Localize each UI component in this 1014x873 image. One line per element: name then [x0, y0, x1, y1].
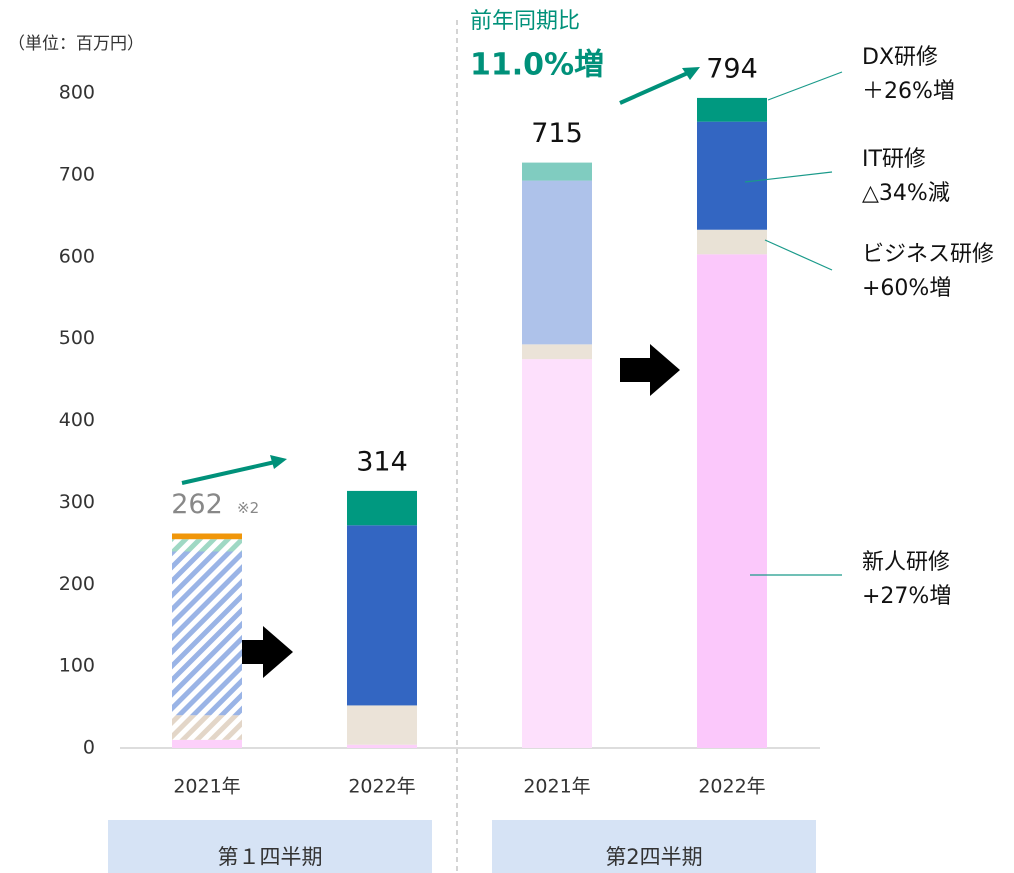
bar-segment: [697, 97, 767, 122]
annotation-text: ビジネス研修: [862, 242, 994, 267]
annotation-line: [767, 71, 843, 101]
annotation-text: ＋26%増: [862, 79, 955, 104]
total-label: 794: [706, 53, 758, 84]
growth-arrow-head: [270, 455, 287, 469]
x-tick-label: 2022年: [698, 776, 765, 798]
annotation-text: DX研修: [862, 45, 938, 70]
unit-label: （単位：百万円）: [8, 34, 144, 54]
growth-value: 11.0%増: [470, 48, 604, 83]
y-tick-label: 500: [59, 327, 95, 349]
bar-segment: [347, 490, 417, 526]
total-label: 314: [356, 446, 408, 477]
growth-arrow-head: [682, 67, 700, 80]
bar-segment: [172, 533, 242, 540]
group-box: [492, 820, 816, 873]
bar-segment: [697, 121, 767, 230]
annotation-line: [744, 171, 833, 183]
x-tick-label: 2022年: [348, 776, 415, 798]
annotation-text: IT研修: [862, 147, 926, 172]
arrow: [620, 344, 680, 396]
y-tick-label: 300: [59, 491, 95, 513]
bar-segment: [522, 180, 592, 345]
y-tick-label: 400: [59, 409, 95, 431]
bar-segment: [522, 359, 592, 748]
y-tick-label: 0: [83, 737, 95, 759]
arrow: [233, 626, 293, 678]
bar-segment: [697, 229, 767, 255]
bar-segment: [172, 739, 242, 748]
annotation-text: +60%増: [862, 276, 951, 301]
annotation-line: [764, 239, 833, 271]
total-note: ※2: [237, 499, 259, 517]
bar-segment: [172, 715, 242, 740]
y-tick-label: 100: [59, 655, 95, 677]
bar-segment: [522, 344, 592, 360]
annotation-text: +27%増: [862, 584, 951, 609]
bar-segment: [522, 162, 592, 181]
y-tick-label: 800: [59, 82, 95, 104]
y-tick-label: 200: [59, 573, 95, 595]
bar-segment: [347, 525, 417, 706]
y-tick-label: 600: [59, 245, 95, 267]
total-label: 262: [171, 489, 223, 520]
bar-segment: [697, 254, 767, 748]
total-label: 715: [531, 118, 583, 149]
group-box: [108, 820, 432, 873]
annotation-text: △34%減: [862, 181, 950, 206]
growth-arrow: [619, 70, 691, 105]
y-tick-label: 700: [59, 163, 95, 185]
bar-segment: [347, 744, 417, 748]
bar-segment: [172, 551, 242, 716]
bar-segment: [347, 705, 417, 745]
annotation-text: 新人研修: [862, 550, 950, 575]
x-tick-label: 2021年: [523, 776, 590, 798]
growth-title: 前年同期比: [470, 9, 580, 34]
group-label: 第１四半期: [218, 845, 323, 869]
bar-segment: [172, 539, 242, 552]
group-label: 第2四半期: [605, 845, 702, 869]
growth-arrow: [181, 460, 276, 485]
x-tick-label: 2021年: [173, 776, 240, 798]
